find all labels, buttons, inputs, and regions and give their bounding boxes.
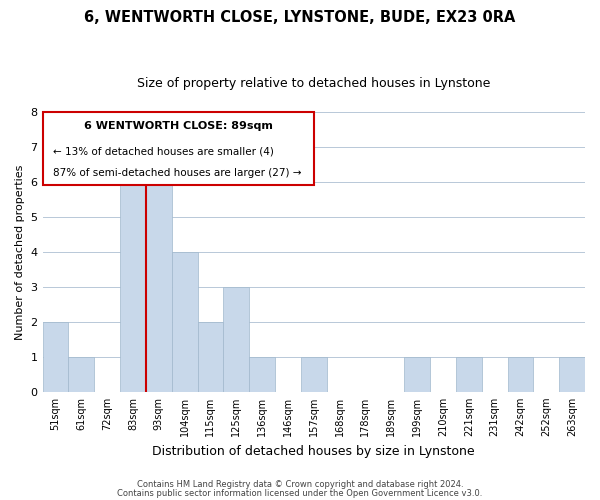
Y-axis label: Number of detached properties: Number of detached properties <box>15 164 25 340</box>
Title: Size of property relative to detached houses in Lynstone: Size of property relative to detached ho… <box>137 78 490 90</box>
Bar <box>508 357 533 392</box>
Text: 6 WENTWORTH CLOSE: 89sqm: 6 WENTWORTH CLOSE: 89sqm <box>84 121 272 131</box>
Bar <box>301 357 326 392</box>
Bar <box>456 357 482 392</box>
Text: 87% of semi-detached houses are larger (27) →: 87% of semi-detached houses are larger (… <box>53 168 302 178</box>
Bar <box>197 322 223 392</box>
Bar <box>43 322 68 392</box>
Text: ← 13% of detached houses are smaller (4): ← 13% of detached houses are smaller (4) <box>53 146 274 156</box>
Bar <box>559 357 585 392</box>
Bar <box>146 148 172 392</box>
Text: Contains HM Land Registry data © Crown copyright and database right 2024.: Contains HM Land Registry data © Crown c… <box>137 480 463 489</box>
Bar <box>249 357 275 392</box>
X-axis label: Distribution of detached houses by size in Lynstone: Distribution of detached houses by size … <box>152 444 475 458</box>
Bar <box>120 182 146 392</box>
Bar <box>404 357 430 392</box>
Bar <box>223 287 249 392</box>
Text: 6, WENTWORTH CLOSE, LYNSTONE, BUDE, EX23 0RA: 6, WENTWORTH CLOSE, LYNSTONE, BUDE, EX23… <box>85 10 515 25</box>
Bar <box>172 252 197 392</box>
Text: Contains public sector information licensed under the Open Government Licence v3: Contains public sector information licen… <box>118 488 482 498</box>
FancyBboxPatch shape <box>43 112 314 185</box>
Bar <box>68 357 94 392</box>
